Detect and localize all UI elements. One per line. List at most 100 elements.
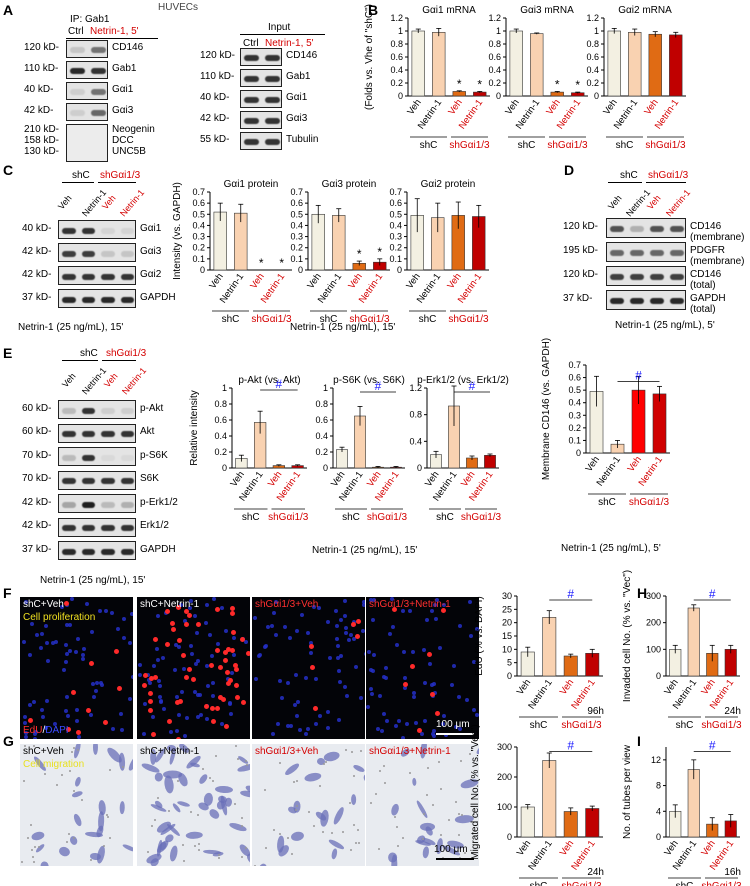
blot-band: [101, 227, 115, 234]
membrane-pore: [68, 833, 71, 836]
scale-bar: [436, 733, 474, 735]
dapi-nucleus: [128, 640, 133, 645]
dapi-nucleus: [335, 624, 340, 629]
edu-nucleus: [186, 666, 192, 672]
dapi-nucleus: [70, 597, 75, 602]
d-treatment: Netrin-1 (25 ng/mL), 5': [615, 320, 715, 331]
blot-band: [610, 298, 624, 304]
scale-label: 100 μm: [436, 719, 470, 730]
y-tick-label: 0.6: [568, 373, 581, 383]
f-image-title: shC+Netrin-1: [140, 599, 200, 610]
blot-band: [610, 274, 624, 280]
edu-nucleus: [429, 692, 435, 698]
group-label-shgai: shGαi1/3: [629, 497, 670, 508]
blot-band: [670, 250, 684, 256]
blot-band: [62, 454, 76, 461]
group-label-shgai: shGαi1/3: [448, 314, 489, 325]
dapi-nucleus: [94, 688, 99, 693]
dapi-nucleus: [336, 655, 341, 660]
group-label-shc: shC: [518, 140, 536, 151]
blot-band: [81, 250, 95, 257]
blot-kd-label: 42 kD-: [22, 496, 52, 508]
y-tick-label: 0.6: [315, 415, 328, 425]
edu-nucleus: [215, 647, 221, 653]
blot-band: [81, 548, 95, 555]
y-tick-label: 0: [323, 463, 328, 473]
category-label: Veh: [515, 677, 533, 697]
category-label: Veh: [544, 97, 562, 117]
group-label-shc: shC: [616, 140, 634, 151]
blot-strip: [58, 541, 136, 560]
blot-protein-label: GAPDH: [140, 543, 176, 555]
blot-band: [81, 478, 95, 484]
dapi-nucleus: [367, 649, 372, 654]
dapi-nucleus: [381, 711, 386, 716]
y-tick-label: 0.8: [409, 410, 422, 420]
group-label-shgai: shGαi1/3: [268, 512, 309, 523]
dapi-nucleus: [29, 621, 34, 626]
blot-protein-label: PDGFR: [690, 245, 725, 256]
dapi-nucleus: [230, 671, 235, 676]
dapi-nucleus: [280, 696, 285, 701]
dapi-nucleus: [195, 714, 200, 719]
dapi-nucleus: [313, 676, 318, 681]
blot-kd-label: 42 kD-: [22, 520, 52, 531]
dapi-nucleus: [198, 692, 203, 697]
dapi-nucleus: [427, 662, 432, 667]
dapi-nucleus: [63, 708, 68, 713]
y-tick-label: 1.2: [586, 13, 599, 23]
chart-c1: 00.10.20.3 0.40.50.60.7 Gαi1 protein Intens…: [172, 179, 292, 325]
blot-kd-label: 195 kD-: [563, 245, 599, 256]
edu-nucleus: [203, 703, 209, 709]
blot-kd-label: 42 kD-: [22, 268, 52, 280]
blot-band: [62, 548, 76, 555]
y-axis-label: (Folds vs. Vhe of "shC"): [364, 4, 375, 110]
edu-nucleus: [176, 605, 182, 611]
y-tick-label: 200: [646, 618, 661, 628]
edu-nucleus: [148, 698, 154, 704]
blot-band: [91, 47, 106, 53]
edu-nucleus: [217, 695, 223, 701]
blot-band: [650, 226, 664, 232]
dapi-nucleus: [176, 712, 181, 717]
blot-band: [101, 250, 115, 257]
panel-letter-h: H: [637, 585, 648, 601]
d-shgai-label: shGαi1/3: [648, 170, 689, 181]
dapi-nucleus: [205, 663, 210, 668]
dapi-nucleus: [168, 729, 173, 734]
dapi-nucleus: [111, 727, 116, 732]
dapi-nucleus: [277, 679, 282, 684]
dapi-nucleus: [52, 721, 57, 726]
dapi-nucleus: [414, 720, 419, 725]
dapi-nucleus: [275, 721, 280, 726]
blot-band: [62, 227, 76, 234]
dapi-nucleus: [130, 675, 133, 680]
edu-nucleus: [89, 660, 95, 666]
category-label: Veh: [626, 454, 644, 474]
time-note: 96h: [587, 706, 604, 717]
edu-micrograph: shGαi1/3+Netrin-1 100 μm: [366, 597, 479, 739]
membrane-pore: [469, 752, 472, 755]
membrane-pore: [90, 858, 93, 861]
edu-nucleus: [149, 675, 155, 681]
membrane-pore: [319, 785, 322, 788]
membrane-pore: [106, 814, 109, 817]
bar: [687, 607, 700, 677]
dapi-nucleus: [40, 631, 45, 636]
y-tick-label: 0.2: [214, 447, 227, 457]
y-tick-label: 0.4: [568, 398, 581, 408]
group-label-shc: shC: [420, 140, 438, 151]
y-tick-label: 0.7: [192, 187, 205, 197]
blot-protein-label: CD146: [690, 221, 722, 232]
y-tick-label: 1: [594, 26, 599, 36]
dapi-nucleus: [212, 597, 217, 602]
membrane-pore: [383, 764, 386, 767]
panel-letter-b: B: [368, 2, 379, 18]
dapi-nucleus: [41, 715, 46, 720]
ip-ctrl-label: Ctrl: [68, 26, 84, 37]
dapi-nucleus: [314, 721, 319, 726]
dapi-nucleus: [271, 610, 276, 615]
dapi-nucleus: [258, 653, 263, 658]
blot-strip: [58, 494, 136, 513]
edu-nucleus: [226, 646, 232, 652]
